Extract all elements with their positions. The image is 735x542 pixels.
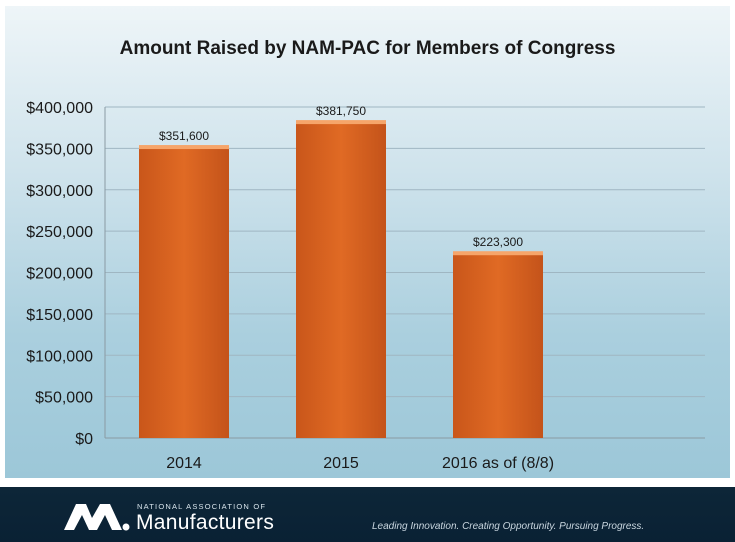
- bar-top-highlight: [139, 145, 229, 150]
- bar-top-highlight: [453, 251, 543, 256]
- x-tick-label: 2014: [166, 455, 202, 472]
- bar-top-highlight: [296, 120, 386, 125]
- y-tick-label: $50,000: [35, 390, 93, 407]
- bar-chart: $0 $50,000 $100,000 $150,000 $200,000 $250,00…: [26, 100, 705, 472]
- logo-org-name: Manufacturers: [136, 511, 275, 534]
- bar: [453, 253, 543, 438]
- y-tick-label: $200,000: [26, 266, 93, 283]
- footer-divider: [0, 481, 735, 487]
- footer-banner: [0, 487, 735, 542]
- y-tick-label: $300,000: [26, 183, 93, 200]
- y-tick-label: $100,000: [26, 348, 93, 365]
- data-label: $223,300: [473, 235, 523, 249]
- y-tick-label: $150,000: [26, 307, 93, 324]
- footer-tagline: Leading Innovation. Creating Opportunity…: [372, 521, 645, 532]
- nam-logo-icon: [64, 504, 130, 531]
- y-tick-label: $350,000: [26, 141, 93, 158]
- y-tick-label: $0: [75, 431, 93, 448]
- data-label: $381,750: [316, 104, 366, 118]
- y-tick-label: $400,000: [26, 100, 93, 117]
- y-tick-label: $250,000: [26, 224, 93, 241]
- logo-org-small-text: NATIONAL ASSOCIATION OF: [137, 502, 267, 511]
- bar: [296, 122, 386, 439]
- x-tick-label: 2016 as of (8/8): [442, 455, 554, 472]
- data-label: $351,600: [159, 129, 209, 143]
- chart-title: Amount Raised by NAM-PAC for Members of …: [119, 38, 616, 59]
- bar: [139, 147, 229, 438]
- x-tick-label: 2015: [323, 455, 359, 472]
